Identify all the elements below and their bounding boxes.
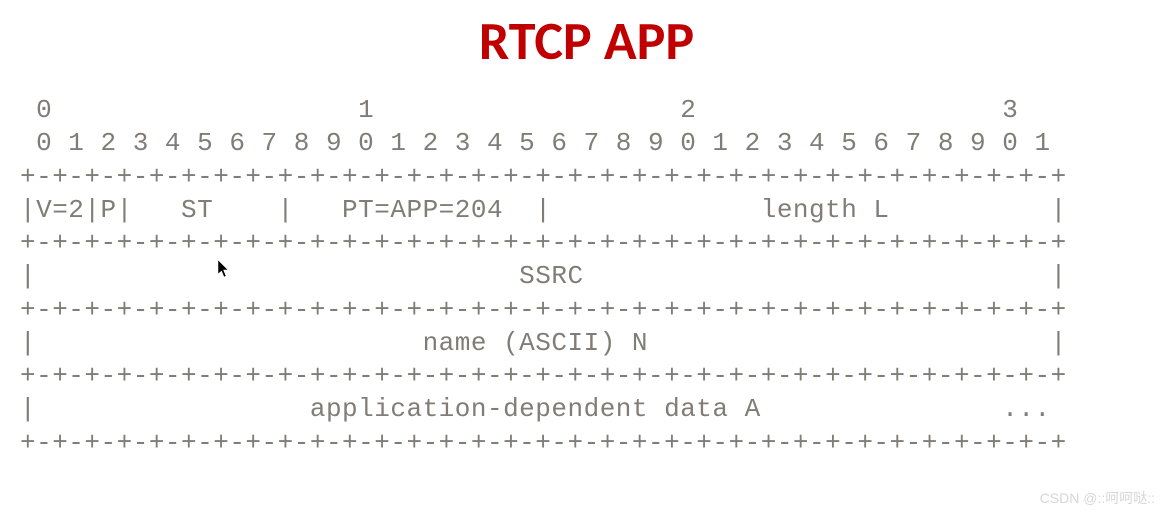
watermark-text: CSDN @::呵呵哒:: (1040, 488, 1155, 508)
page-title: RTCP APP (0, 8, 1173, 74)
packet-diagram: 0 1 2 3 0 1 2 3 4 5 6 7 8 9 0 1 2 3 4 5 … (20, 94, 1173, 460)
